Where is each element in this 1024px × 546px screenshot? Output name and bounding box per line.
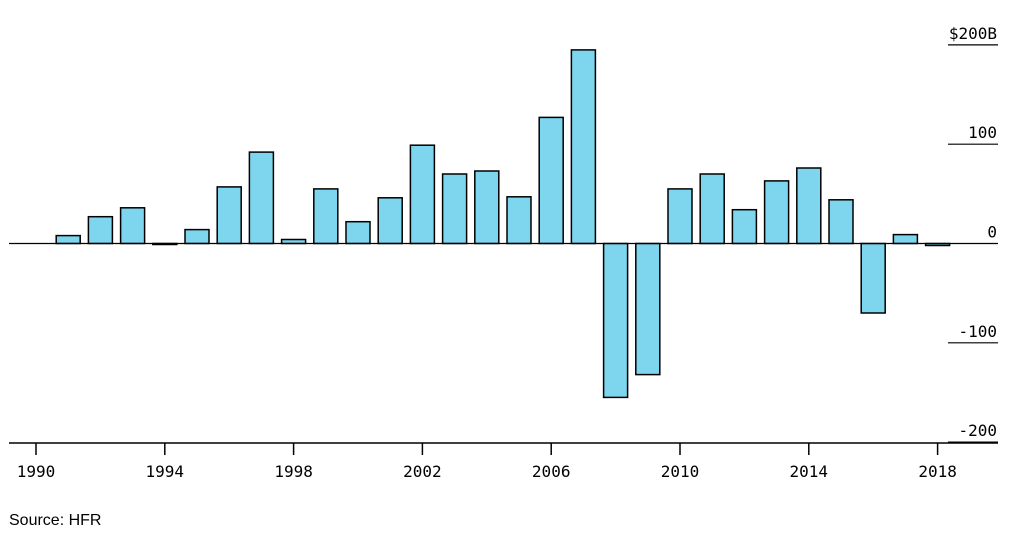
bar-2003 [441,173,468,245]
bar-2004 [474,170,500,245]
bar-1999 [313,188,339,245]
x-tick-label-2010: 2010 [661,462,700,481]
bar-2017 [892,233,919,245]
bar-2013 [763,180,790,245]
y-tick-label-2: 0 [987,223,997,242]
x-tick-label-2002: 2002 [403,462,442,481]
bar-2000 [345,220,371,245]
x-tick-label-2014: 2014 [790,462,829,481]
x-tick-label-2018: 2018 [918,462,957,481]
bar-1997 [248,151,275,245]
bar-1993 [119,207,146,245]
y-tick-label-3: -100 [958,322,997,341]
bar-2010 [667,188,693,245]
bar-2001 [377,197,403,245]
source-note: Source: HFR [9,512,102,529]
x-tick-label-1998: 1998 [274,462,313,481]
bar-2008 [602,242,629,399]
bar-1991 [55,234,81,245]
bar-2005 [506,196,532,245]
bar-2006 [538,116,564,245]
bar-1995 [184,228,210,245]
x-tick-label-1994: 1994 [146,462,185,481]
y-tick-label-4: -200 [958,421,997,440]
bar-2002 [409,144,436,245]
bar-2009 [635,242,661,376]
bar-1996 [216,186,242,245]
x-tick-label-1990: 1990 [17,462,56,481]
bar-2012 [731,208,758,245]
bar-2007 [570,49,597,245]
bar-2011 [699,173,725,245]
bar-2015 [828,199,854,245]
x-tick-label-2006: 2006 [532,462,571,481]
y-tick-label-1: 100 [968,123,997,142]
bar-2016 [860,242,886,314]
y-tick-label-0: $200B [949,24,997,43]
bar-1992 [87,215,114,245]
bar-2014 [796,167,822,245]
